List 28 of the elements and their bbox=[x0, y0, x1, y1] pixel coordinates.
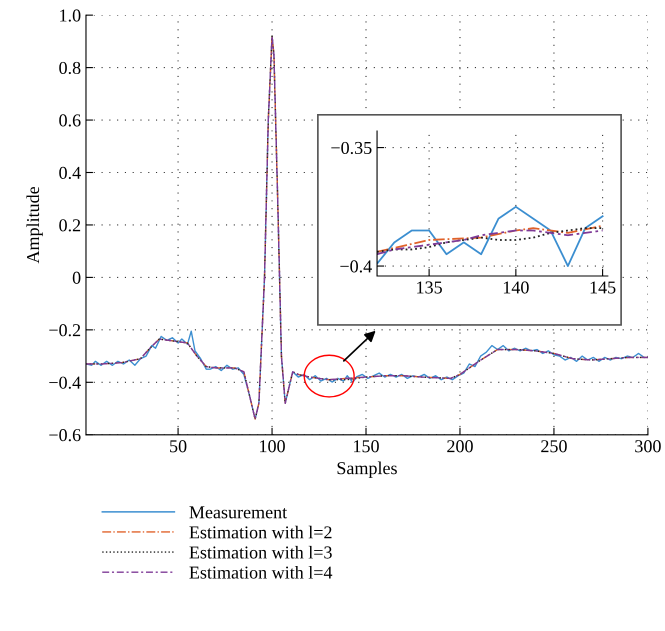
y-tick-label: −0.4 bbox=[340, 260, 372, 273]
line-series bbox=[86, 35, 648, 420]
x-tick-label: 150 bbox=[354, 440, 379, 452]
x-tick-label: 100 bbox=[260, 440, 285, 452]
y-tick-label: 0.8 bbox=[59, 62, 80, 74]
y-tick-label: 0.6 bbox=[59, 114, 81, 127]
y-tick-label: −0.2 bbox=[49, 324, 80, 336]
legend-label: Estimation with l=3 bbox=[189, 546, 332, 559]
x-axis-title: Samples bbox=[338, 462, 397, 478]
y-tick-label: 0 bbox=[72, 272, 80, 284]
y-tick-label: −0.4 bbox=[49, 376, 81, 389]
y-tick-label: −0.35 bbox=[331, 142, 372, 154]
x-tick-label: 250 bbox=[541, 440, 567, 452]
legend-label: Estimation with l=2 bbox=[189, 526, 332, 538]
line-series bbox=[377, 206, 604, 267]
y-axis-title: Amplitude bbox=[26, 186, 43, 264]
x-tick-label: 300 bbox=[635, 440, 661, 452]
y-tick-label: −0.6 bbox=[49, 429, 81, 442]
y-tick-label: 0.4 bbox=[59, 166, 81, 180]
legend-label: Estimation with l=4 bbox=[189, 566, 332, 579]
y-tick-label: 1.0 bbox=[60, 9, 80, 22]
x-tick-label: 140 bbox=[504, 281, 529, 294]
legend-label: Measurement bbox=[189, 506, 288, 518]
y-tick-label: 0.2 bbox=[59, 219, 80, 232]
x-tick-label: 135 bbox=[417, 281, 442, 294]
x-tick-label: 145 bbox=[590, 281, 616, 294]
x-tick-label: 200 bbox=[447, 440, 473, 452]
x-tick-label: 50 bbox=[170, 440, 186, 452]
